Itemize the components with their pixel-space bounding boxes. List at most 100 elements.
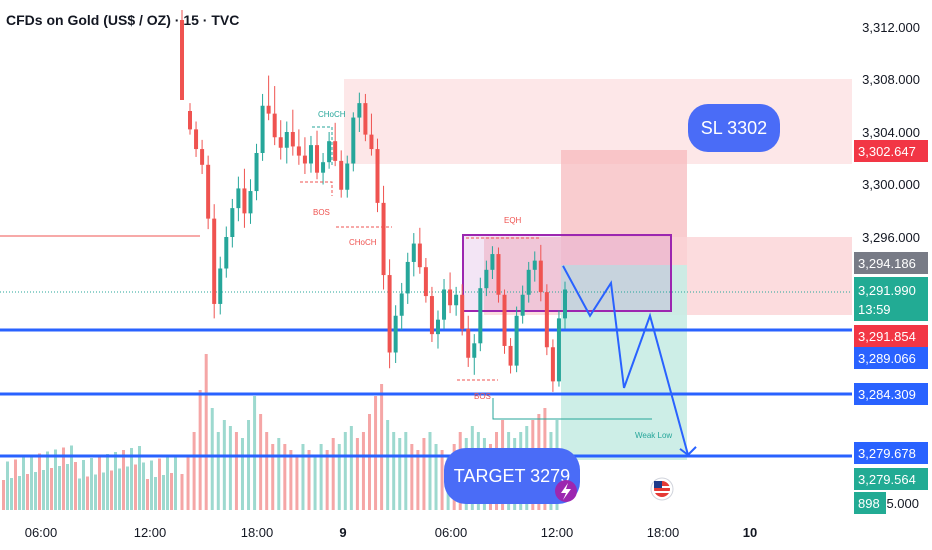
volume-bar — [343, 432, 347, 510]
y-tick-label: 3,304.000 — [862, 125, 920, 140]
price-tag[interactable] — [854, 347, 928, 369]
candle-body — [351, 117, 356, 164]
candle-body — [472, 343, 477, 358]
price-tag[interactable] — [854, 325, 928, 347]
volume-bar — [42, 470, 45, 510]
x-tick-label: 10 — [743, 525, 757, 540]
candle-body — [327, 141, 332, 163]
candle-body — [556, 318, 561, 382]
candle-body — [411, 243, 416, 262]
y-tick-label: 3,312.000 — [862, 20, 920, 35]
candle-body — [448, 289, 453, 306]
volume-bar — [106, 454, 109, 510]
volume-bar — [259, 414, 263, 510]
candle-body — [242, 188, 247, 214]
volume-bar — [410, 444, 414, 510]
x-tick-label: 18:00 — [647, 525, 680, 540]
price-tag-label: 3,294.186 — [858, 256, 916, 271]
volume-bar — [134, 464, 137, 510]
candle-body — [508, 345, 513, 366]
volume-bar — [198, 390, 202, 510]
target-badge[interactable]: TARGET 3279 — [444, 448, 580, 504]
candle-body — [423, 267, 428, 297]
volume-bar — [416, 450, 420, 510]
candle-body — [194, 129, 199, 150]
choch-marker — [312, 126, 333, 166]
candle-body — [496, 254, 501, 295]
volume-bar — [74, 462, 77, 510]
volume-bar — [265, 432, 269, 510]
price-tag-label: 3,289.066 — [858, 351, 916, 366]
chart-title: CFDs on Gold (US$ / OZ) · 15 · TVC — [6, 12, 239, 28]
volume-bar — [434, 444, 438, 510]
candle-body — [369, 134, 374, 150]
volume-bar — [404, 432, 408, 510]
candle-body — [381, 202, 386, 276]
volume-bar — [392, 432, 396, 510]
candle-body — [345, 163, 350, 190]
candle-body — [454, 294, 459, 306]
structure-annotation: CHoCH — [349, 238, 377, 247]
price-tag[interactable] — [854, 383, 928, 405]
price-tag[interactable] — [854, 277, 928, 321]
volume-bar — [380, 384, 384, 510]
volume-bar — [34, 472, 37, 510]
price-tag[interactable] — [854, 252, 928, 274]
candle-body — [363, 103, 368, 135]
volume-bar — [240, 438, 244, 510]
volume-bar — [98, 456, 101, 510]
volume-bar — [440, 450, 444, 510]
volume-bar — [158, 458, 161, 510]
volume-bar — [54, 449, 57, 510]
x-tick-label: 12:00 — [134, 525, 167, 540]
volume-bar — [62, 447, 65, 510]
price-tag[interactable] — [854, 492, 886, 514]
volume-bar — [14, 459, 17, 510]
price-tag-label: 3,279.564 — [858, 472, 916, 487]
volume-bar — [174, 454, 177, 510]
volume-bar — [18, 476, 21, 510]
volume-bar — [26, 474, 29, 510]
us-flag-icon[interactable] — [650, 477, 674, 501]
candle-body — [550, 347, 555, 382]
volume-bar — [428, 432, 432, 510]
candle-body — [321, 162, 326, 173]
volume-bar — [192, 432, 196, 510]
volume-bar — [94, 474, 97, 510]
volume-bar — [50, 468, 53, 510]
volume-bar — [222, 420, 226, 510]
candle-body — [278, 137, 283, 148]
volume-bar — [368, 414, 371, 510]
candle-body — [460, 294, 465, 329]
x-tick-label: 12:00 — [541, 525, 574, 540]
candle-body — [248, 191, 253, 214]
bos-marker — [300, 181, 333, 196]
price-tag[interactable] — [854, 468, 928, 490]
volume-bar — [204, 354, 208, 510]
price-tag[interactable] — [854, 442, 928, 464]
structure-annotation: EQH — [504, 216, 522, 225]
volume-bar — [126, 466, 129, 510]
candle-body — [538, 260, 543, 293]
candle-body — [387, 275, 392, 353]
candle-body — [333, 141, 338, 161]
volume-bar — [114, 452, 117, 510]
price-tag[interactable] — [854, 140, 928, 162]
candle-body — [284, 132, 289, 148]
projection-arrowhead — [679, 446, 697, 456]
sl-badge[interactable]: SL 3302 — [688, 104, 780, 152]
candle-body — [393, 315, 398, 353]
candle-body — [520, 294, 525, 316]
volume-bar — [150, 460, 153, 510]
volume-bar — [122, 450, 125, 510]
candle-body — [290, 132, 295, 147]
volume-bar — [374, 396, 378, 510]
lightning-icon[interactable] — [555, 480, 577, 502]
volume-bar — [253, 396, 257, 510]
volume-bar — [102, 472, 105, 510]
candle-body — [224, 237, 229, 269]
projected-path[interactable] — [562, 265, 689, 456]
volume-bar — [90, 458, 93, 510]
candle-body — [218, 268, 223, 304]
